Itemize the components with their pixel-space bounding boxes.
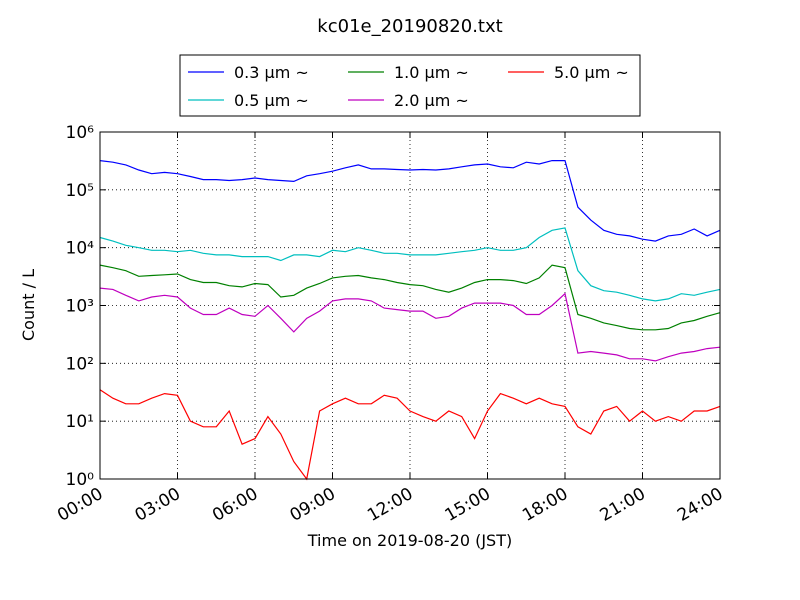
- x-tick-label: 15:00: [442, 484, 494, 526]
- plot-frame: [99, 131, 721, 480]
- legend-label: 1.0 μm ~: [394, 63, 469, 82]
- x-tick-label: 24:00: [674, 484, 726, 526]
- chart-title: kc01e_20190820.txt: [317, 16, 502, 37]
- series-line: [99, 389, 721, 481]
- x-axis-label: Time on 2019-08-20 (JST): [307, 531, 512, 550]
- legend-label: 0.5 μm ~: [234, 91, 309, 110]
- y-tick-label: 10¹: [66, 412, 94, 432]
- y-axis-label: Count / L: [19, 269, 38, 341]
- series-line: [99, 287, 721, 362]
- series-line: [99, 227, 721, 302]
- y-tick-label: 10⁰: [66, 470, 95, 490]
- legend-label: 0.3 μm ~: [234, 63, 309, 82]
- series-line: [99, 264, 721, 331]
- y-tick-label: 10⁶: [66, 123, 95, 143]
- y-tick-label: 10⁵: [66, 181, 94, 201]
- legend-box: [179, 54, 641, 117]
- series-line: [99, 160, 721, 242]
- y-tick-label: 10³: [66, 297, 94, 317]
- legend-label: 2.0 μm ~: [394, 91, 469, 110]
- x-tick-label: 12:00: [364, 484, 416, 526]
- x-tick-label: 09:00: [287, 484, 339, 526]
- x-tick-label: 06:00: [209, 484, 261, 526]
- x-tick-label: 18:00: [519, 484, 571, 526]
- x-tick-label: 00:00: [54, 484, 106, 526]
- x-tick-label: 21:00: [597, 484, 649, 526]
- y-tick-label: 10²: [66, 354, 94, 374]
- x-tick-label: 03:00: [132, 484, 184, 526]
- legend-label: 5.0 μm ~: [554, 63, 629, 82]
- y-tick-label: 10⁴: [66, 239, 95, 259]
